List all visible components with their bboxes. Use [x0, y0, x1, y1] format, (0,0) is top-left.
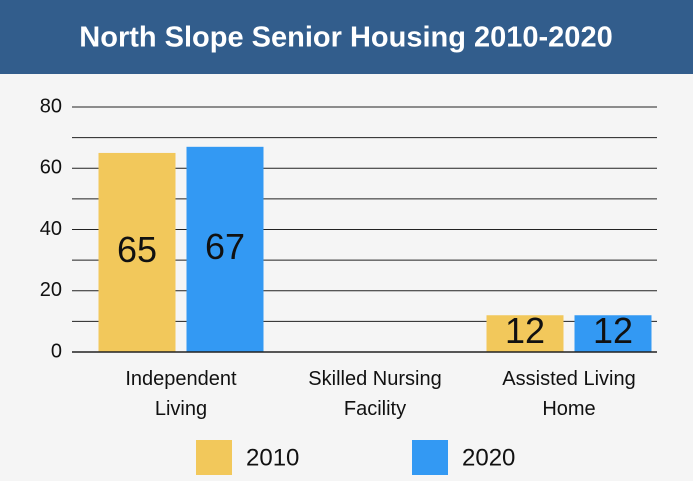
y-tick-label: 80 [40, 95, 62, 117]
bar [98, 152, 176, 352]
x-tick-label: Assisted Living Home [502, 368, 635, 420]
y-tick-label: 20 [40, 279, 62, 301]
y-tick-label: 40 [40, 218, 62, 240]
x-tick-label-line: Home [542, 398, 595, 420]
bar [486, 315, 564, 352]
data-label: 12 [593, 310, 633, 351]
x-tick-label: Independent Living [125, 368, 237, 420]
y-tick-label: 60 [40, 157, 62, 179]
data-label: 12 [505, 310, 545, 351]
x-tick-label-line: Independent [125, 368, 237, 390]
bar [186, 146, 264, 352]
x-tick-label: Skilled Nursing Facility [308, 368, 441, 420]
x-tick-label-line: Facility [344, 398, 406, 420]
x-tick-label-line: Skilled Nursing [308, 368, 441, 390]
chart-title: North Slope Senior Housing 2010-2020 [79, 22, 612, 54]
x-tick-label-line: Living [155, 398, 207, 420]
legend-label: 2020 [462, 444, 515, 471]
y-tick-label: 0 [51, 340, 62, 362]
x-tick-label-line: Assisted Living [502, 368, 635, 390]
legend-swatch [412, 440, 448, 475]
data-label: 65 [117, 229, 157, 270]
title-band [0, 0, 693, 74]
legend-label: 2010 [246, 444, 299, 471]
data-label: 67 [205, 226, 245, 267]
legend-swatch [196, 440, 232, 475]
bar [574, 315, 652, 352]
